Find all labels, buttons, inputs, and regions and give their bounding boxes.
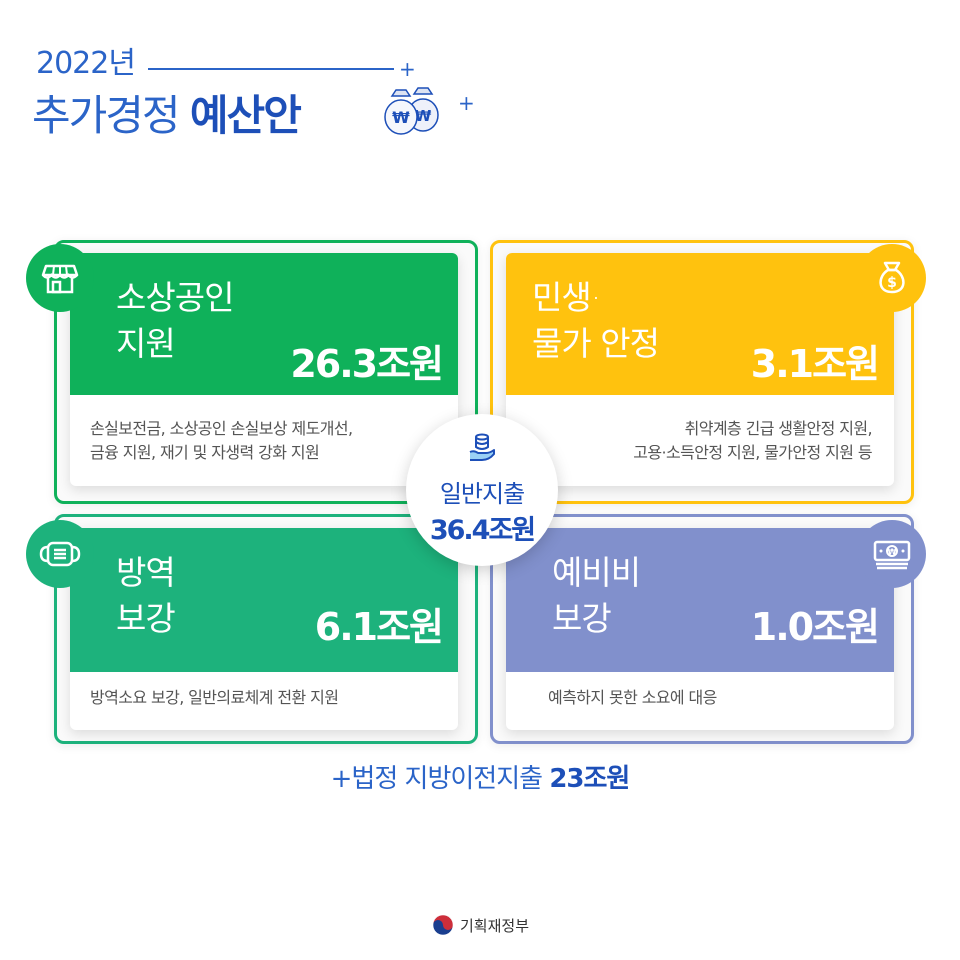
taegeuk-icon bbox=[432, 914, 454, 936]
title-plain: 추가경정 bbox=[32, 91, 190, 140]
local-transfer-value: 23조원 bbox=[549, 764, 630, 794]
card-small-business: 소상공인 지원 26.3조원 손실보전금, 소상공인 손실보상 제도개선, 금융… bbox=[70, 253, 458, 486]
banknote-icon: ₩ bbox=[858, 520, 926, 588]
money-bag-icon: $ bbox=[858, 244, 926, 312]
card-livelihood: 민생· 물가 안정 3.1조원 취약계층 긴급 생활안정 지원, 고용·소득안정… bbox=[506, 253, 894, 486]
title-divider bbox=[148, 68, 394, 70]
center-value: 36.4조원 bbox=[429, 515, 536, 546]
card-description: 취약계층 긴급 생활안정 지원, 고용·소득안정 지원, 물가안정 지원 등 bbox=[633, 419, 872, 462]
card-quarantine: 방역 보강 6.1조원 방역소요 보강, 일반의료체계 전환 지원 bbox=[70, 528, 458, 730]
card-amount: 1.0조원 bbox=[750, 605, 880, 649]
card-header: 방역 보강 6.1조원 bbox=[70, 528, 458, 672]
plus-decoration: + bbox=[399, 57, 416, 81]
year-label: 2022년 bbox=[36, 46, 136, 81]
center-label: 일반지출 bbox=[439, 480, 525, 508]
svg-text:$: $ bbox=[887, 275, 897, 291]
plus-decoration: + bbox=[458, 91, 475, 115]
money-bags-icon: ₩ ₩ bbox=[384, 87, 439, 135]
card-description: 손실보전금, 소상공인 손실보상 제도개선, 금융 지원, 재기 및 자생력 강… bbox=[90, 419, 353, 462]
card-header: 소상공인 지원 26.3조원 bbox=[70, 253, 458, 395]
card-amount: 3.1조원 bbox=[750, 342, 880, 386]
svg-text:₩: ₩ bbox=[392, 108, 410, 127]
local-transfer-note: +법정 지방이전지출 23조원 bbox=[0, 758, 960, 795]
card-title: 소상공인 지원 bbox=[116, 278, 234, 363]
store-icon bbox=[26, 244, 94, 312]
page-title: 추가경정 예산안 bbox=[32, 82, 302, 143]
card-reserve: 예비비 보강 1.0조원 예측하지 못한 소요에 대응 bbox=[506, 528, 894, 730]
general-expenditure-circle: 일반지출 36.4조원 bbox=[406, 414, 558, 566]
card-header: 민생· 물가 안정 3.1조원 bbox=[506, 253, 894, 395]
card-title: 예비비 보강 bbox=[552, 553, 641, 638]
card-amount: 26.3조원 bbox=[290, 342, 444, 386]
mask-icon bbox=[26, 520, 94, 588]
local-transfer-label: +법정 지방이전지출 bbox=[330, 764, 550, 794]
card-title: 민생· 물가 안정 bbox=[532, 278, 660, 363]
svg-text:₩: ₩ bbox=[888, 548, 897, 557]
card-amount: 6.1조원 bbox=[314, 605, 444, 649]
coins-hand-icon bbox=[469, 433, 495, 461]
card-header: 예비비 보강 1.0조원 bbox=[506, 528, 894, 672]
svg-text:₩: ₩ bbox=[415, 107, 432, 125]
ministry-name: 기획재정부 bbox=[460, 916, 530, 935]
card-description: 예측하지 못한 소요에 대응 bbox=[548, 688, 717, 707]
card-description: 방역소요 보강, 일반의료체계 전환 지원 bbox=[90, 688, 339, 707]
card-title: 방역 보강 bbox=[116, 553, 176, 638]
title-bold: 예산안 bbox=[189, 91, 302, 140]
ministry-logo: 기획재정부 bbox=[432, 912, 529, 938]
